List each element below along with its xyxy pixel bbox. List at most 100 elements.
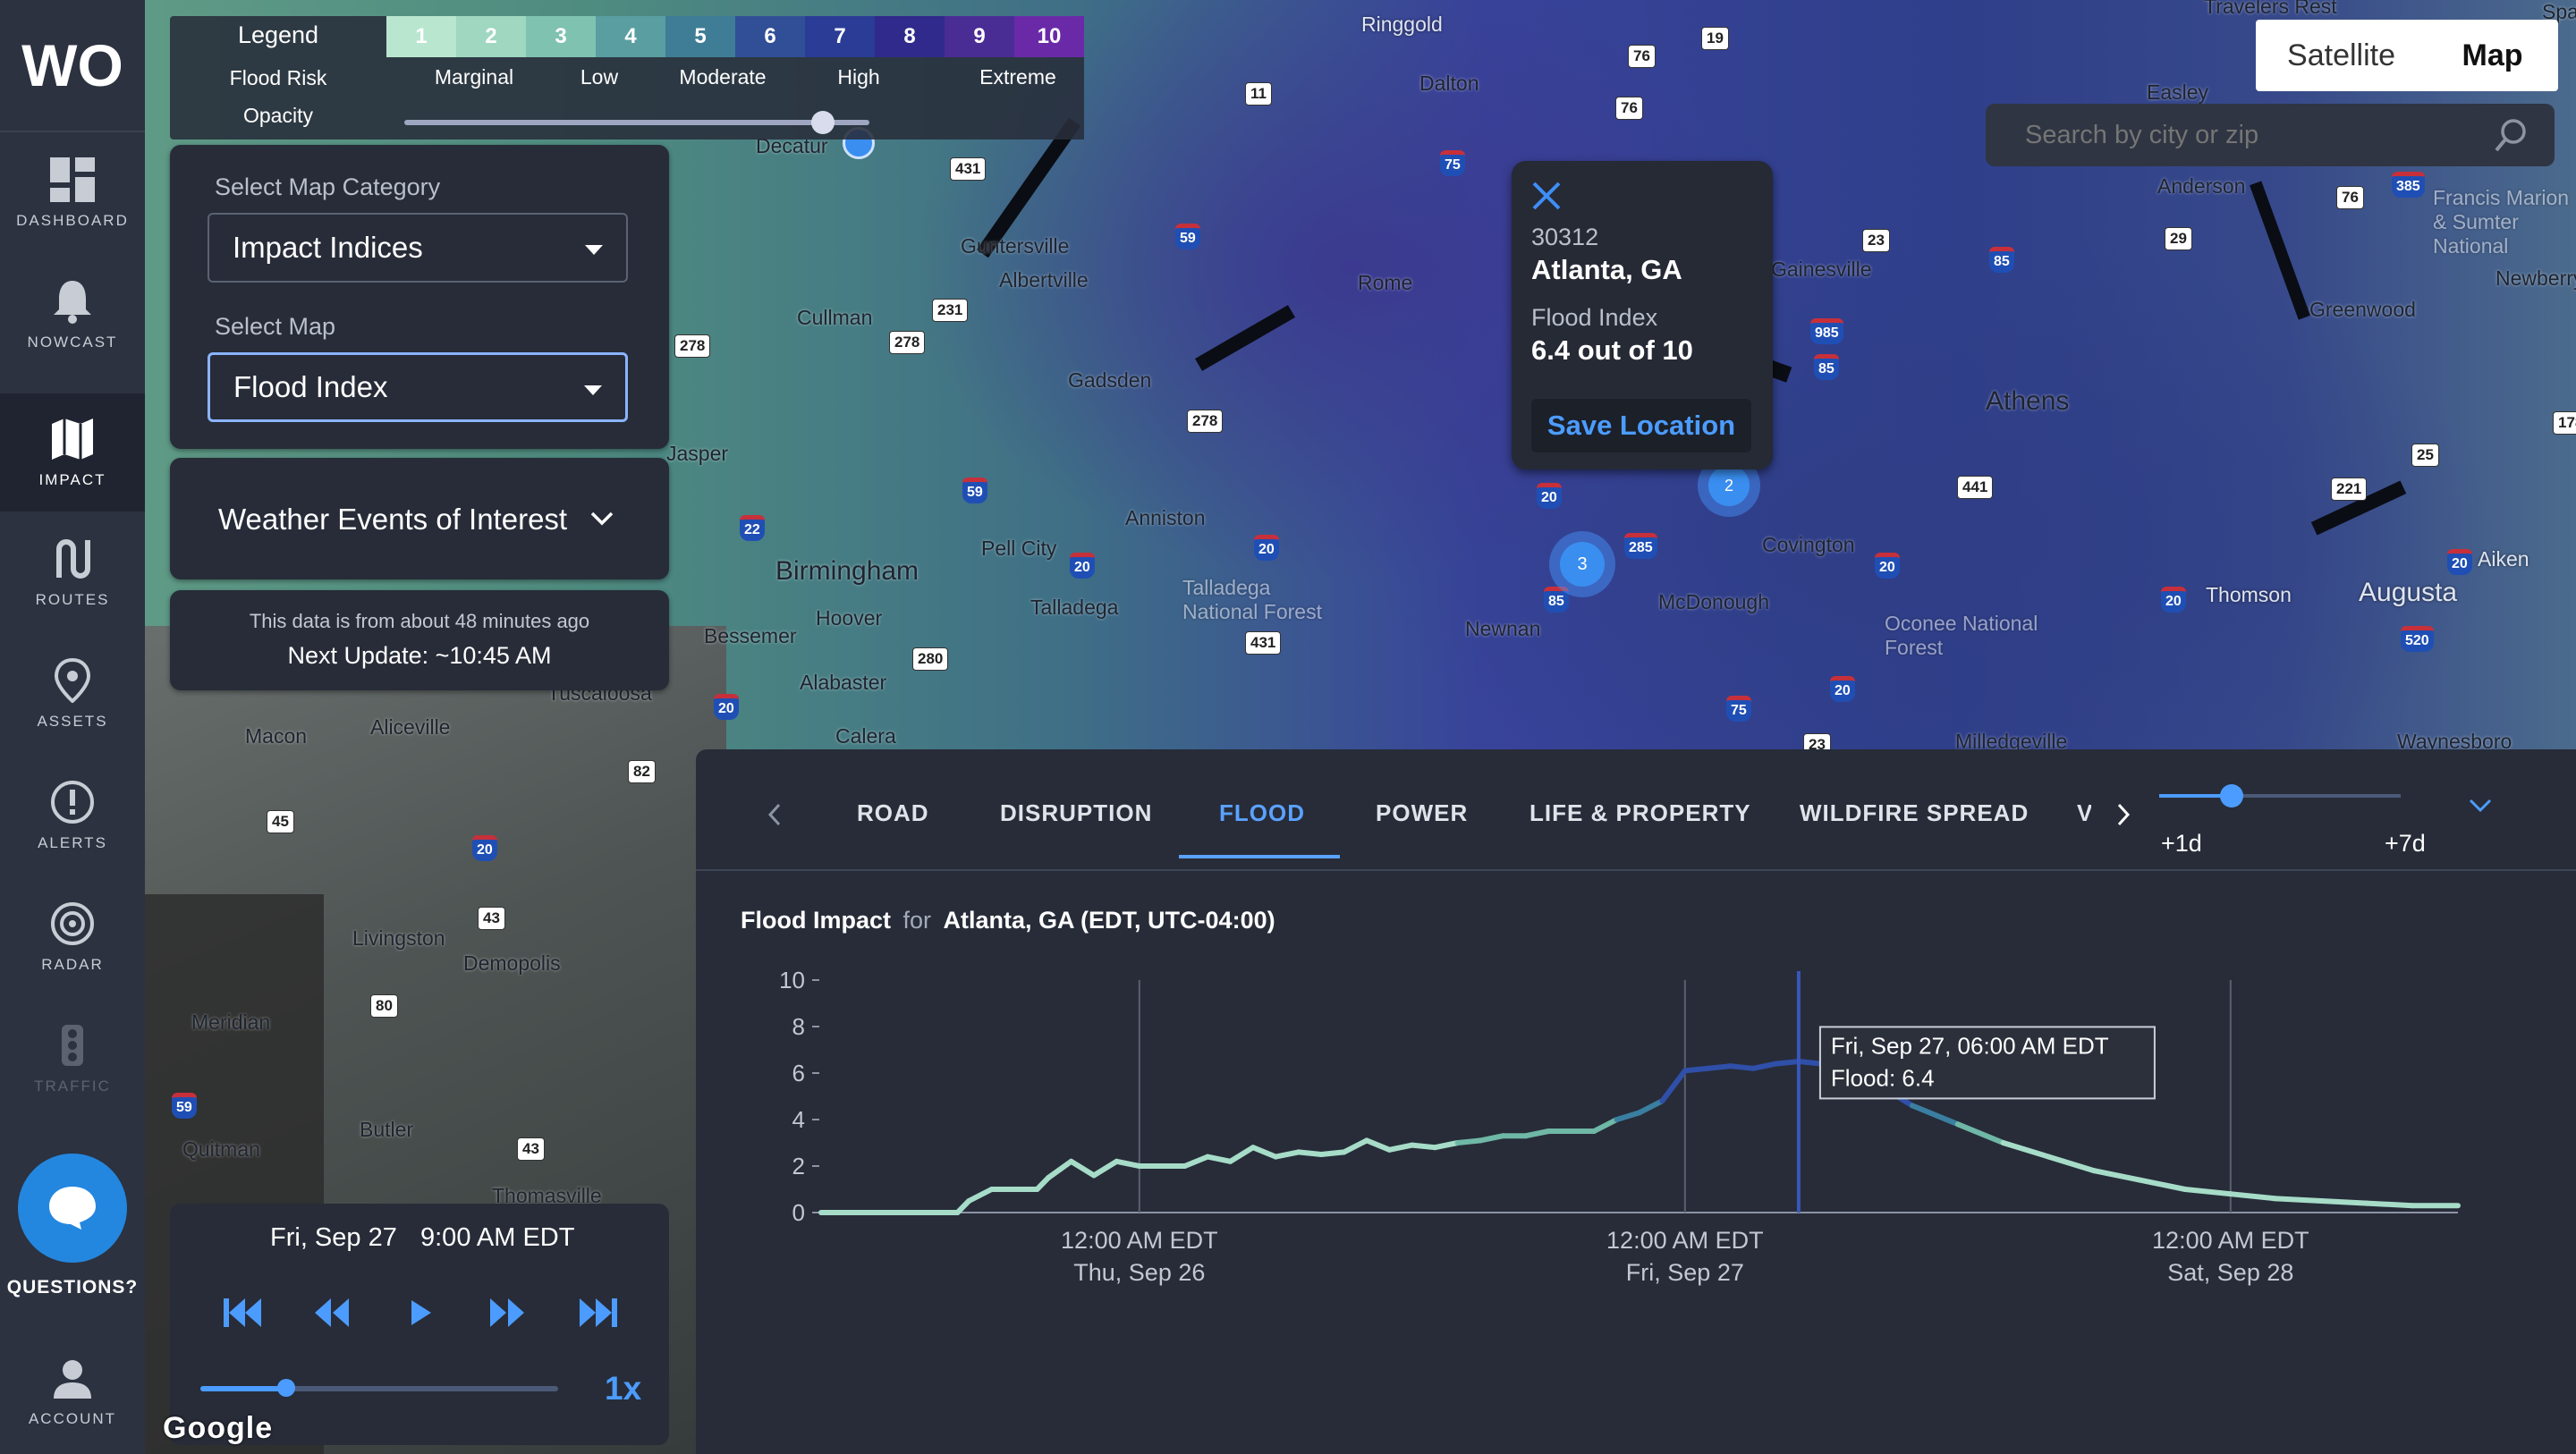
tab-more[interactable]: V xyxy=(2077,799,2091,826)
chart-title-for: for xyxy=(902,907,932,934)
tab-disruption[interactable]: DISRUPTION xyxy=(1000,799,1153,826)
risk-level: Marginal xyxy=(434,65,514,89)
road-shield: 221 xyxy=(2331,478,2368,501)
tab-road[interactable]: ROAD xyxy=(857,799,929,826)
popup-city: Atlanta, GA xyxy=(1531,254,1682,285)
tab-flood[interactable]: FLOOD xyxy=(1219,799,1305,826)
series-segment xyxy=(1591,1117,1620,1134)
sidebar-item-radar[interactable]: RADAR xyxy=(0,878,145,996)
series-segment xyxy=(2091,1168,2143,1183)
sidebar-item-traffic[interactable]: TRAFFIC xyxy=(0,1000,145,1118)
series-segment xyxy=(1250,1145,1279,1160)
interstate-shield: 20 xyxy=(1830,676,1855,702)
tabs-prev-icon[interactable] xyxy=(767,803,782,826)
questions-button[interactable] xyxy=(18,1154,127,1263)
sidebar-item-label: DASHBOARD xyxy=(16,212,129,229)
x-tick-date-label: Fri, Sep 27 xyxy=(1626,1259,1744,1286)
save-location-label: Save Location xyxy=(1546,410,1736,441)
sidebar-item-nowcast[interactable]: NOWCAST xyxy=(0,256,145,374)
road-shield: 278 xyxy=(889,331,926,354)
map-type-toggle: Satellite Map xyxy=(2256,20,2558,91)
tab-power[interactable]: POWER xyxy=(1376,799,1469,826)
save-location-button[interactable]: Save Location xyxy=(1531,399,1751,452)
skip-to-start-icon[interactable] xyxy=(224,1297,263,1329)
sidebar-item-assets[interactable]: ASSETS xyxy=(0,635,145,753)
road-shield: 178 xyxy=(2553,411,2576,435)
series-segment xyxy=(1659,1068,1688,1104)
popup-index-value: 6.4 out of 10 xyxy=(1531,334,1693,366)
interstate-shield: 20 xyxy=(1254,535,1279,561)
series-segment xyxy=(1182,1154,1211,1169)
bell-icon xyxy=(49,278,96,325)
risk-level: Low xyxy=(580,65,619,89)
map-city: Pell City xyxy=(981,537,1057,560)
timeline-date: Fri, Sep 27 xyxy=(270,1223,397,1252)
search-icon[interactable] xyxy=(2494,117,2529,153)
range-slider-thumb[interactable] xyxy=(2220,784,2243,807)
sidebar-item-impact[interactable]: IMPACT xyxy=(0,393,145,511)
map-city: Cullman xyxy=(797,306,873,329)
interstate-shield: 385 xyxy=(2392,172,2425,198)
category-select[interactable]: Impact Indices xyxy=(208,213,628,283)
flood-impact-chart[interactable]: 0 2 4 6 8 10 12:00 AM EDT Thu, Sep 26 12:00 AM E… xyxy=(696,955,2576,1454)
tooltip-time: Fri, Sep 27, 06:00 AM EDT xyxy=(1831,1032,2109,1059)
timeline-progress xyxy=(200,1386,286,1391)
sidebar-item-dashboard[interactable]: DASHBOARD xyxy=(0,134,145,252)
close-icon[interactable] xyxy=(1531,181,1562,211)
lake xyxy=(1195,305,1295,371)
map-city: Thomasville xyxy=(492,1184,602,1207)
tab-life-property[interactable]: LIFE & PROPERTY xyxy=(1530,799,1751,826)
risk-level: Extreme xyxy=(979,65,1056,89)
rewind-icon[interactable] xyxy=(313,1297,351,1329)
map-select[interactable]: Flood Index xyxy=(208,352,628,422)
playback-speed[interactable]: 1x xyxy=(605,1370,642,1407)
map-city: Ringgold xyxy=(1361,13,1443,36)
series-segment xyxy=(1227,1145,1256,1164)
map-city: Oconee National Forest xyxy=(1885,612,2038,659)
timeline-track[interactable] xyxy=(200,1379,558,1397)
tab-wildfire-spread[interactable]: WILDFIRE SPREAD xyxy=(1800,799,2029,826)
road-shield: 19 xyxy=(1701,27,1729,50)
map-button[interactable]: Map xyxy=(2427,20,2558,91)
interstate-shield: 85 xyxy=(1989,247,2014,273)
logo-text: WO xyxy=(21,32,123,98)
sidebar-item-account[interactable]: ACCOUNT xyxy=(0,1332,145,1450)
wo-logo[interactable]: WO xyxy=(0,0,145,132)
opacity-slider-thumb[interactable] xyxy=(811,111,835,134)
skip-to-end-icon[interactable] xyxy=(578,1297,617,1329)
satellite-label: Satellite xyxy=(2287,38,2395,72)
map-city: Meridian xyxy=(191,1010,271,1034)
road-shield: 431 xyxy=(1245,631,1282,655)
chat-bubble-icon xyxy=(49,1187,96,1230)
series-segment xyxy=(1682,1065,1711,1074)
road-shield: 80 xyxy=(370,994,398,1018)
interstate-shield: 20 xyxy=(472,835,497,861)
series-segment xyxy=(1614,1110,1642,1122)
sidebar-item-label: ACCOUNT xyxy=(28,1410,117,1427)
weather-events-panel[interactable]: Weather Events of Interest xyxy=(170,458,669,579)
opacity-slider-track[interactable] xyxy=(404,120,869,125)
interstate-shield: 285 xyxy=(1624,533,1657,559)
interstate-shield: 59 xyxy=(172,1093,197,1119)
chart-title-prefix: Flood Impact xyxy=(741,907,891,934)
range-start-label: +1d xyxy=(2161,830,2202,857)
y-tick-label: 4 xyxy=(792,1106,805,1133)
play-icon[interactable] xyxy=(408,1297,433,1329)
tabs-next-icon[interactable] xyxy=(2116,803,2131,826)
active-tab-indicator xyxy=(1179,855,1340,858)
search-input[interactable] xyxy=(1986,104,2494,166)
timeline-time: 9:00 AM EDT xyxy=(420,1223,575,1252)
sidebar-item-routes[interactable]: ROUTES xyxy=(0,513,145,631)
satellite-button[interactable]: Satellite xyxy=(2256,20,2427,91)
road-shield: 231 xyxy=(932,299,969,322)
legend-title: Legend xyxy=(237,21,319,48)
sidebar-item-alerts[interactable]: ALERTS xyxy=(0,757,145,875)
cluster-marker[interactable]: 3 xyxy=(1549,531,1615,597)
road-shield: 76 xyxy=(1628,45,1656,68)
timeline-thumb[interactable] xyxy=(277,1379,295,1397)
road-shield: 431 xyxy=(950,157,987,181)
collapse-chevron-icon[interactable] xyxy=(2469,798,2492,814)
map-city: Newnan xyxy=(1465,617,1541,640)
fast-forward-icon[interactable] xyxy=(488,1297,526,1329)
range-slider-track[interactable] xyxy=(2159,784,2401,807)
